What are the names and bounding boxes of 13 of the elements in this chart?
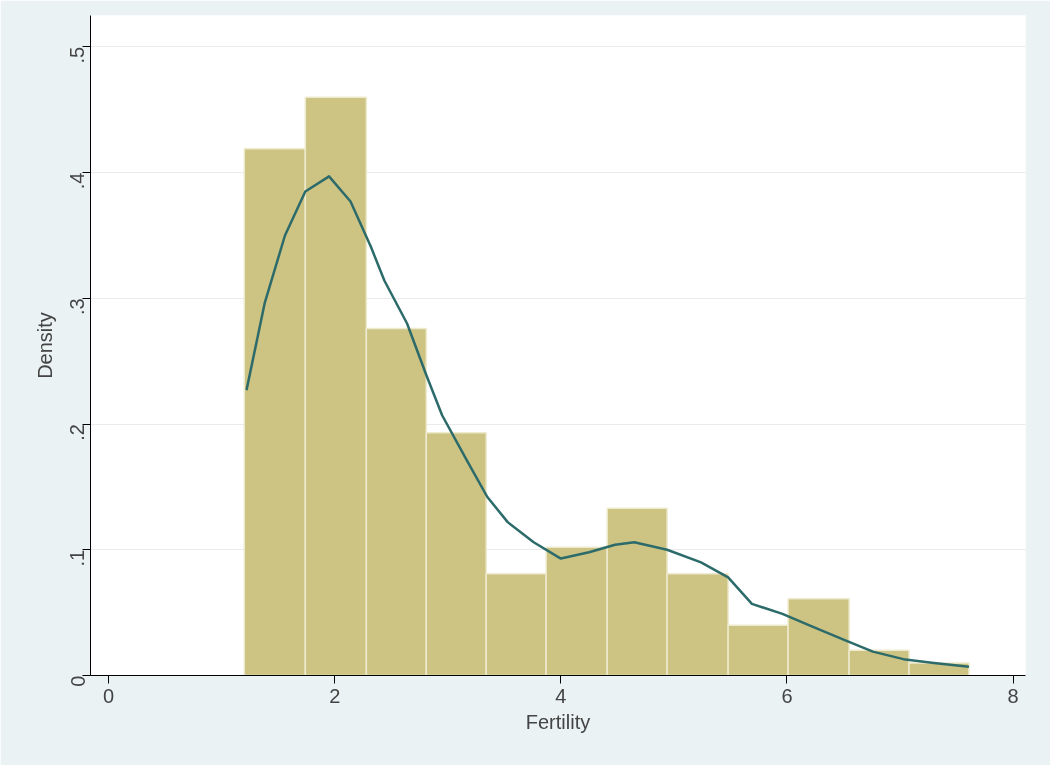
y-tick-label: .4 <box>66 172 89 190</box>
y-tick-label: .3 <box>66 298 89 316</box>
y-tick-label: .5 <box>66 46 89 64</box>
x-tick-label: 4 <box>555 684 567 707</box>
x-tick-label: 0 <box>103 684 115 707</box>
y-tick-label: 0 <box>66 675 89 687</box>
x-tick-label: 8 <box>1007 684 1019 707</box>
y-tick-label: .2 <box>66 424 89 441</box>
y-axis-title: Density <box>33 312 56 379</box>
x-tick-label: 6 <box>781 684 793 707</box>
x-tick-label: 2 <box>329 684 341 707</box>
y-tick-label: .1 <box>66 549 89 567</box>
x-axis-title: Fertility <box>525 710 591 733</box>
